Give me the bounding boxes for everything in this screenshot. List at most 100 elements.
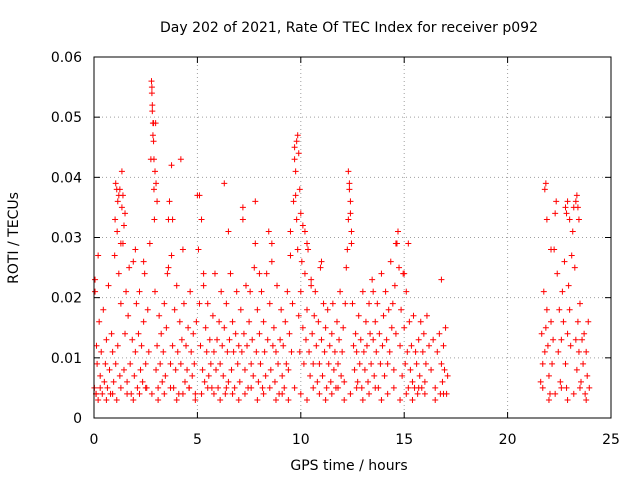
data-point (370, 336, 377, 343)
data-point (134, 384, 141, 391)
data-point (116, 372, 123, 379)
data-point (255, 378, 262, 385)
data-point (537, 378, 544, 385)
data-point (113, 396, 120, 403)
data-point (320, 300, 327, 307)
data-point (159, 378, 166, 385)
data-point (327, 378, 334, 385)
data-point (295, 150, 302, 157)
data-point (265, 228, 272, 235)
data-point (335, 384, 342, 391)
data-point (584, 372, 591, 379)
data-point (165, 264, 172, 271)
data-point (423, 312, 430, 319)
data-point (184, 366, 191, 373)
data-point (161, 390, 168, 397)
data-point (306, 348, 313, 355)
data-point (421, 390, 428, 397)
data-point (221, 180, 228, 187)
data-point (291, 384, 298, 391)
data-point (241, 366, 248, 373)
data-point (371, 372, 378, 379)
data-point (161, 300, 168, 307)
data-point (561, 258, 568, 265)
data-point (571, 264, 578, 271)
data-point (573, 192, 580, 199)
data-point (543, 306, 550, 313)
data-point (200, 270, 207, 277)
data-point (120, 366, 127, 373)
data-point (539, 360, 546, 367)
data-point (142, 384, 149, 391)
data-point (316, 360, 323, 367)
data-point (300, 360, 307, 367)
data-point (127, 360, 134, 367)
data-point (342, 300, 349, 307)
chart-title: Day 202 of 2021, Rate Of TEC Index for r… (160, 20, 538, 36)
data-point (440, 390, 447, 397)
data-point (198, 390, 205, 397)
data-point (544, 342, 551, 349)
data-point (193, 318, 200, 325)
data-point (118, 168, 125, 175)
data-point (197, 342, 204, 349)
data-point (343, 264, 350, 271)
data-point (348, 240, 355, 247)
data-point (232, 330, 239, 337)
data-point (405, 240, 412, 247)
data-point (399, 372, 406, 379)
data-point (318, 258, 325, 265)
data-point (444, 372, 451, 379)
data-point (150, 186, 157, 193)
data-point (359, 396, 366, 403)
data-point (390, 366, 397, 373)
data-point (277, 336, 284, 343)
data-point (344, 246, 351, 253)
data-point (358, 384, 365, 391)
data-point (385, 306, 392, 313)
data-point (416, 372, 423, 379)
data-point (322, 396, 329, 403)
data-point (290, 198, 297, 205)
data-point (439, 378, 446, 385)
data-point (272, 396, 279, 403)
data-point (137, 366, 144, 373)
data-point (280, 342, 287, 349)
data-point (135, 330, 142, 337)
data-point (338, 372, 345, 379)
data-point (172, 366, 179, 373)
data-point (169, 342, 176, 349)
data-point (575, 348, 582, 355)
y-tick-label: 0.06 (51, 50, 82, 66)
data-point (548, 318, 555, 325)
data-point (260, 390, 267, 397)
data-point (177, 360, 184, 367)
data-point (250, 372, 257, 379)
data-point (415, 384, 422, 391)
data-point (406, 318, 413, 325)
data-point (292, 168, 299, 175)
data-point (282, 318, 289, 325)
data-point (304, 306, 311, 313)
data-point (224, 348, 231, 355)
data-point (223, 300, 230, 307)
data-point (95, 252, 102, 259)
data-point (566, 216, 573, 223)
y-tick-label: 0.04 (51, 170, 82, 186)
data-point (326, 342, 333, 349)
data-point (148, 390, 155, 397)
data-point (252, 240, 259, 247)
data-point (112, 216, 119, 223)
x-tick-label: 25 (602, 432, 620, 448)
data-point (131, 372, 138, 379)
data-point (575, 216, 582, 223)
data-point (350, 342, 357, 349)
data-point (370, 288, 377, 295)
data-point (130, 396, 137, 403)
data-point (103, 396, 110, 403)
data-point (167, 360, 174, 367)
data-point (545, 372, 552, 379)
data-point (558, 384, 565, 391)
data-point (576, 384, 583, 391)
